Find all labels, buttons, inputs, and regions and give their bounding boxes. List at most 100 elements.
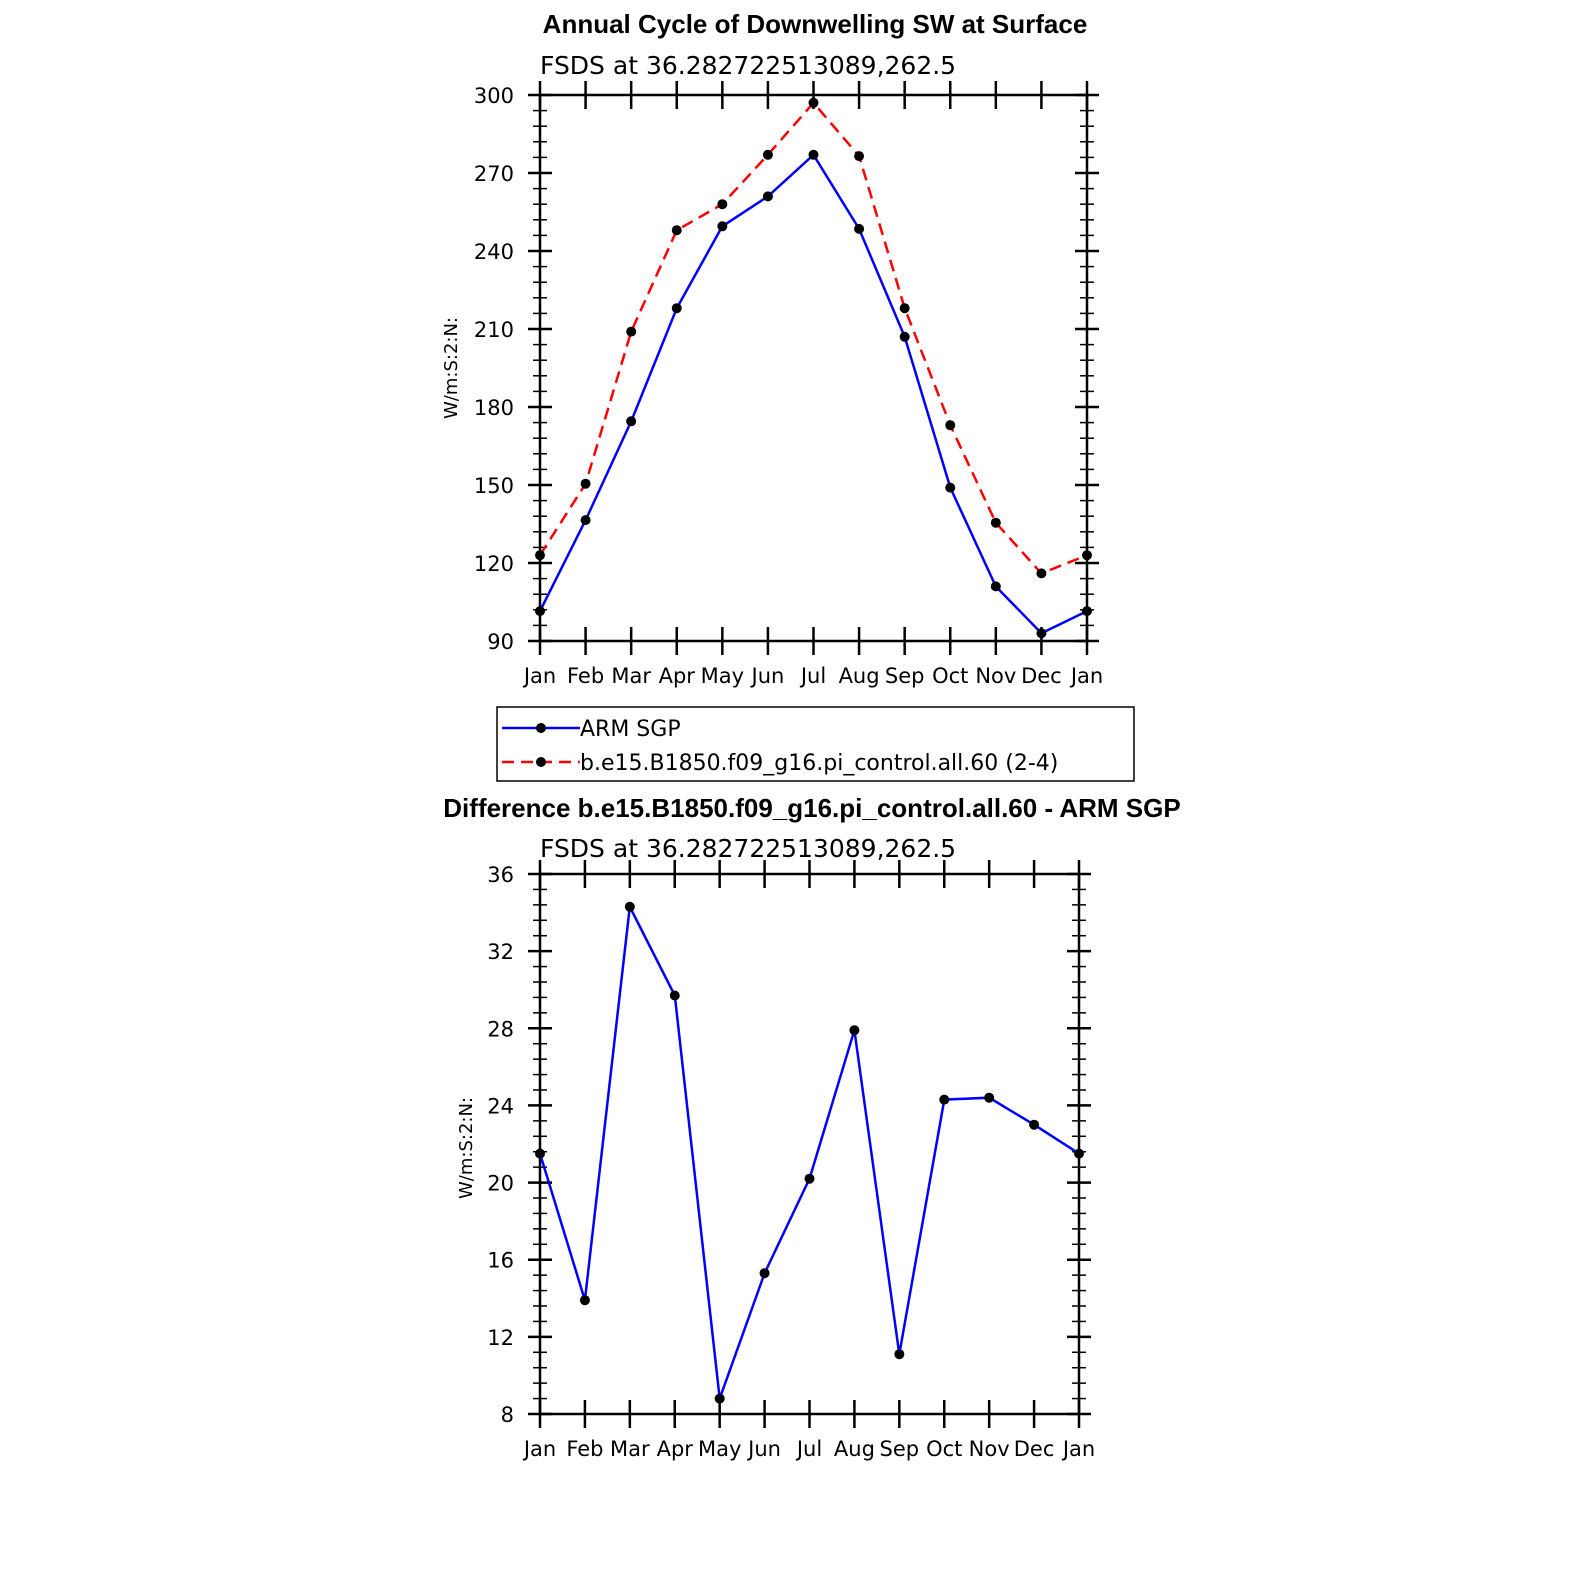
data-point-1-10 (990, 517, 1001, 528)
data-point-0-10 (984, 1092, 995, 1103)
x-tick-label: Jun (746, 1437, 781, 1461)
data-point-1-11 (1036, 568, 1047, 579)
x-tick-label: Jul (799, 664, 826, 688)
x-tick-label: Mar (610, 1437, 650, 1461)
y-tick-label: 16 (487, 1249, 514, 1273)
y-tick-label: 180 (474, 396, 514, 420)
legend-label-model: b.e15.B1850.f09_g16.pi_control.all.60 (2… (580, 751, 1058, 776)
x-tick-label: Apr (659, 664, 696, 688)
y-tick-label: 32 (487, 940, 514, 964)
y-tick-label: 270 (474, 162, 514, 186)
data-point-1-9 (945, 420, 956, 431)
y-tick-label: 12 (487, 1326, 514, 1350)
series-group (535, 97, 1092, 639)
data-point-1-12 (1082, 550, 1092, 561)
x-tick-label: May (698, 1437, 741, 1461)
x-tick-label: May (701, 664, 744, 688)
data-point-0-3 (669, 990, 680, 1001)
x-tick-label: Apr (657, 1437, 694, 1461)
data-point-0-7 (854, 223, 865, 234)
data-point-1-8 (899, 303, 910, 314)
y-tick-label: 24 (487, 1094, 514, 1118)
x-tick-label: Jan (522, 664, 556, 688)
y-tick-label: 20 (487, 1172, 514, 1196)
data-point-1-7 (854, 151, 865, 162)
data-point-1-1 (580, 478, 591, 489)
x-tick-label: Aug (834, 1437, 875, 1461)
legend-label-arm-sgp: ARM SGP (580, 717, 681, 742)
legend-marker-model (536, 757, 546, 767)
x-tick-label: Oct (926, 1437, 962, 1461)
x-tick-label: Nov (975, 664, 1016, 688)
legend-box (496, 706, 1135, 782)
chart-title: Annual Cycle of Downwelling SW at Surfac… (543, 9, 1088, 39)
series-line-arm-sgp (538, 152, 1088, 635)
y-tick-label: 210 (474, 318, 514, 342)
data-point-0-8 (899, 331, 910, 342)
data-point-1-0 (535, 550, 545, 561)
data-point-0-12 (1082, 606, 1092, 617)
y-tick-label: 120 (474, 552, 514, 576)
x-tick-label: Jan (522, 1437, 556, 1461)
x-tick-label: Dec (1021, 664, 1062, 688)
data-point-0-11 (1036, 628, 1047, 639)
x-tick-label: Aug (839, 664, 880, 688)
data-point-0-3 (671, 303, 682, 314)
data-point-0-7 (849, 1025, 860, 1036)
legend-marker-arm-sgp (536, 723, 546, 733)
data-point-0-6 (804, 1173, 815, 1184)
data-point-1-2 (626, 326, 637, 337)
x-tick-label: Oct (932, 664, 968, 688)
data-point-1-5 (762, 149, 773, 160)
x-tick-label: Jan (1061, 1437, 1095, 1461)
chart-title: Difference b.e15.B1850.f09_g16.pi_contro… (443, 793, 1180, 823)
data-point-0-10 (990, 581, 1001, 592)
data-point-1-3 (671, 225, 682, 236)
data-point-1-6 (808, 97, 819, 108)
data-point-0-2 (626, 416, 637, 427)
x-tick-label: Sep (880, 1437, 920, 1461)
legend: ARM SGP b.e15.B1850.f09_g16.pi_control.a… (496, 706, 1135, 782)
chart-subtitle: FSDS at 36.282722513089,262.5 (540, 51, 956, 80)
data-point-0-6 (808, 149, 819, 160)
y-tick-label: 90 (487, 630, 514, 654)
data-point-0-4 (717, 221, 728, 232)
data-point-0-0 (535, 606, 545, 617)
data-point-0-12 (1074, 1148, 1084, 1159)
x-tick-label: Jul (795, 1437, 822, 1461)
series-line-b-e15-b1850-f09-g16-pi-control-all-60-2-4 (538, 100, 1088, 575)
y-tick-label: 240 (474, 240, 514, 264)
data-point-0-8 (894, 1349, 905, 1360)
data-point-1-4 (717, 199, 728, 210)
x-tick-label: Feb (566, 1437, 603, 1461)
data-point-0-9 (945, 482, 956, 493)
series-line-series-0 (538, 902, 1080, 1400)
y-tick-label: 28 (487, 1017, 514, 1041)
y-tick-label: 300 (474, 84, 514, 108)
x-tick-label: Feb (567, 664, 604, 688)
x-tick-label: Dec (1014, 1437, 1055, 1461)
difference-chart: Difference b.e15.B1850.f09_g16.pi_contro… (443, 793, 1180, 1461)
x-tick-label: Jan (1069, 664, 1103, 688)
x-tick-label: Jun (750, 664, 785, 688)
y-tick-label: 8 (501, 1403, 514, 1427)
data-point-0-4 (714, 1393, 725, 1404)
data-point-0-9 (939, 1094, 950, 1105)
data-point-0-1 (580, 515, 591, 526)
data-point-0-0 (535, 1148, 545, 1159)
y-tick-label: 150 (474, 474, 514, 498)
data-point-0-11 (1029, 1119, 1040, 1130)
y-axis-label: W/m:S:2:N: (441, 317, 462, 419)
plot-border (538, 872, 1081, 1416)
annual-cycle-chart: Annual Cycle of Downwelling SW at Surfac… (441, 9, 1135, 782)
y-tick-label: 36 (487, 863, 514, 887)
x-tick-label: Mar (611, 664, 651, 688)
plot-border (538, 93, 1089, 643)
series-group (535, 901, 1084, 1404)
x-tick-label: Sep (885, 664, 925, 688)
y-axis-label: W/m:S:2:N: (456, 1097, 477, 1199)
plot-frame: 8 12 16 20 24 28 32 36 Jan Feb Mar Apr May Jun Jul Aug S… (487, 860, 1095, 1461)
data-point-0-5 (759, 1268, 770, 1279)
